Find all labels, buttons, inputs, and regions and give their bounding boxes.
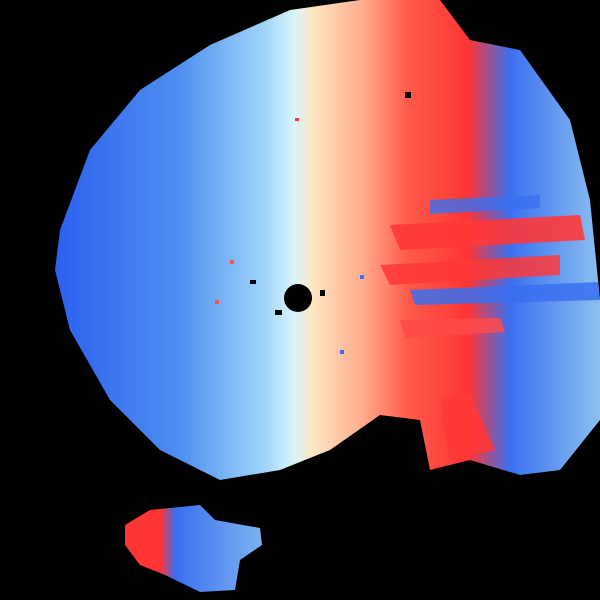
clutter-dot bbox=[250, 280, 256, 284]
clutter-dot bbox=[275, 310, 282, 315]
blue-streak bbox=[430, 195, 540, 214]
clutter-dot bbox=[295, 118, 299, 121]
red-streak bbox=[400, 318, 505, 338]
clutter-dot bbox=[360, 275, 364, 279]
red-streak bbox=[380, 255, 560, 285]
clutter-dot bbox=[320, 290, 325, 296]
clutter bbox=[215, 92, 411, 354]
red-streak bbox=[390, 215, 585, 250]
clutter-dot bbox=[340, 350, 344, 354]
clutter-dot bbox=[230, 260, 234, 264]
blue-streak bbox=[410, 282, 600, 305]
red-streak bbox=[440, 395, 495, 460]
clutter-dot bbox=[405, 92, 411, 98]
secondary-echo bbox=[125, 505, 262, 592]
center-gap bbox=[284, 284, 312, 312]
clutter-dot bbox=[215, 300, 219, 304]
